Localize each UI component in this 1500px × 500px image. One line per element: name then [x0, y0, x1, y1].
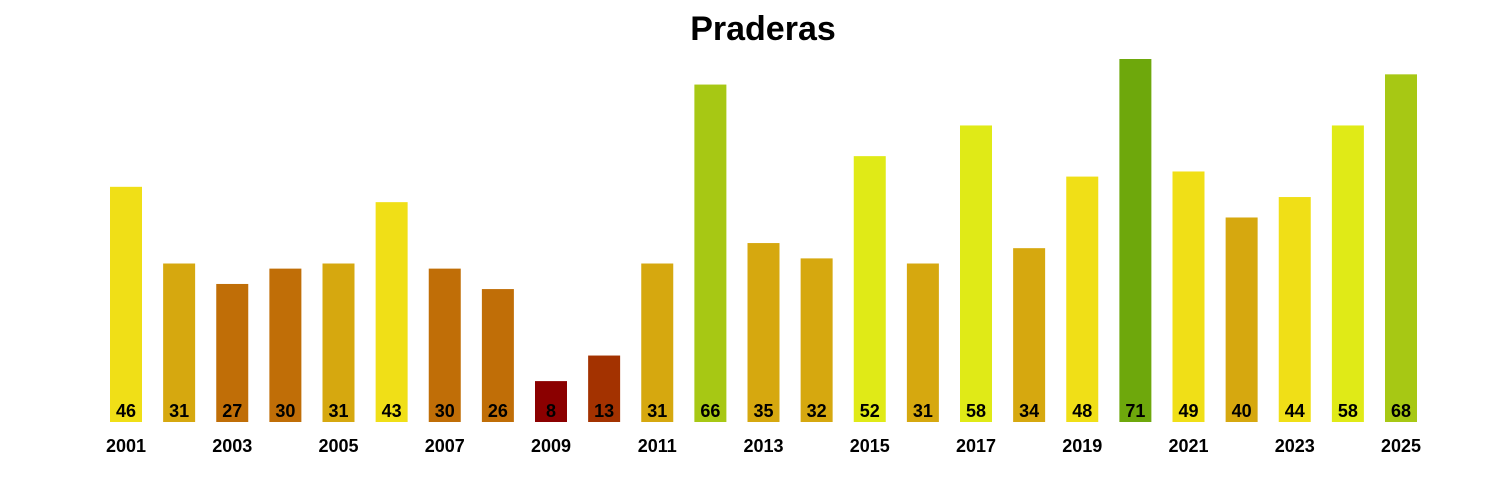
bar-2019 — [1066, 176, 1099, 422]
bar-2006 — [375, 202, 408, 422]
data-label-2019: 48 — [1072, 401, 1092, 421]
x-tick-label-2001: 2001 — [106, 436, 146, 456]
data-label-2021: 49 — [1178, 401, 1198, 421]
bar-2010 — [588, 355, 621, 422]
data-label-2002: 31 — [169, 401, 189, 421]
x-tick-label-2005: 2005 — [318, 436, 358, 456]
bar-2025 — [1385, 74, 1417, 422]
data-label-2001: 46 — [116, 401, 136, 421]
bar-2012 — [694, 84, 727, 422]
bar-2021 — [1172, 171, 1205, 422]
data-label-2006: 43 — [382, 401, 402, 421]
x-tick-label-2023: 2023 — [1275, 436, 1315, 456]
data-label-2011: 31 — [647, 401, 667, 421]
data-label-2022: 40 — [1232, 401, 1252, 421]
bar-2011 — [641, 263, 674, 422]
x-tick-label-2017: 2017 — [956, 436, 996, 456]
x-tick-label-2025: 2025 — [1381, 436, 1421, 456]
x-tick-label-2013: 2013 — [743, 436, 783, 456]
data-label-2005: 31 — [328, 401, 348, 421]
x-tick-label-2015: 2015 — [850, 436, 890, 456]
data-label-2014: 32 — [807, 401, 827, 421]
bar-2017 — [960, 125, 992, 423]
x-tick-label-2019: 2019 — [1062, 436, 1102, 456]
data-label-2004: 30 — [275, 401, 295, 421]
bar-2003 — [216, 283, 249, 422]
bar-2005 — [322, 263, 355, 422]
data-label-2013: 35 — [753, 401, 773, 421]
data-label-2003: 27 — [222, 401, 242, 421]
bar-2008 — [481, 289, 514, 422]
bar-2013 — [747, 243, 780, 422]
data-label-2008: 26 — [488, 401, 508, 421]
data-label-2015: 52 — [860, 401, 880, 421]
bar-2020 — [1119, 59, 1152, 422]
data-label-2010: 13 — [594, 401, 614, 421]
data-label-2025: 68 — [1391, 401, 1411, 421]
bar-2018 — [1013, 248, 1046, 422]
data-label-2024: 58 — [1338, 401, 1358, 421]
bar-2002 — [163, 263, 196, 422]
data-label-2009: 8 — [546, 401, 556, 421]
bar-2024 — [1331, 125, 1364, 423]
bar-2007 — [428, 268, 461, 422]
bar-2015 — [853, 156, 886, 422]
x-tick-label-2021: 2021 — [1168, 436, 1208, 456]
chart-title: Praderas — [690, 10, 836, 48]
x-tick-label-2009: 2009 — [531, 436, 571, 456]
data-label-2016: 31 — [913, 401, 933, 421]
bar-2016 — [906, 263, 939, 422]
x-tick-label-2007: 2007 — [425, 436, 465, 456]
data-label-2018: 34 — [1019, 401, 1039, 421]
data-label-2020: 71 — [1125, 401, 1145, 421]
bar-2001 — [110, 186, 142, 422]
data-label-2017: 58 — [966, 401, 986, 421]
data-label-2023: 44 — [1285, 401, 1305, 421]
data-label-2007: 30 — [435, 401, 455, 421]
bar-2009 — [535, 381, 567, 422]
data-label-2012: 66 — [700, 401, 720, 421]
x-tick-label-2003: 2003 — [212, 436, 252, 456]
bar-2004 — [269, 268, 302, 422]
bar-2014 — [800, 258, 833, 422]
bar-2022 — [1225, 217, 1258, 422]
x-tick-label-2011: 2011 — [638, 436, 677, 456]
bar-2023 — [1278, 197, 1311, 422]
